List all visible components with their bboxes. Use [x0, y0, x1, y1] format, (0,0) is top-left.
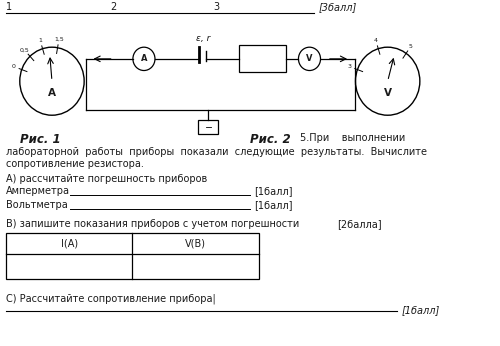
Circle shape: [133, 47, 155, 71]
Text: 1: 1: [6, 2, 12, 12]
Text: ε, r: ε, r: [196, 34, 210, 43]
Text: Рис. 2: Рис. 2: [250, 133, 290, 146]
Text: 3: 3: [213, 2, 219, 12]
Bar: [238, 45, 286, 72]
Text: 5.При    выполнении: 5.При выполнении: [300, 133, 406, 143]
Text: V(B): V(B): [185, 238, 206, 248]
Text: V: V: [306, 54, 312, 63]
Text: 4: 4: [374, 38, 378, 43]
Text: Вольтметра: Вольтметра: [6, 200, 68, 210]
Text: [1балл]: [1балл]: [254, 186, 293, 196]
Text: Амперметра: Амперметра: [6, 186, 70, 196]
Text: 3: 3: [348, 64, 352, 69]
Text: В) запишите показания приборов с учетом погрешности: В) запишите показания приборов с учетом …: [6, 219, 299, 229]
Text: сопротивление резистора.: сопротивление резистора.: [6, 159, 144, 169]
Text: [1балл]: [1балл]: [254, 200, 293, 210]
Circle shape: [298, 47, 320, 71]
Text: 2: 2: [110, 2, 116, 12]
Text: [2балла]: [2балла]: [337, 219, 382, 229]
Text: I(A): I(A): [60, 238, 78, 248]
Circle shape: [356, 47, 420, 115]
Text: лабораторной  работы  приборы  показали  следующие  результаты.  Вычислите: лабораторной работы приборы показали сле…: [6, 147, 427, 157]
Text: Рис. 1: Рис. 1: [20, 133, 60, 146]
Text: A: A: [140, 54, 147, 63]
Text: 0: 0: [12, 64, 16, 69]
Text: С) Рассчитайте сопротивление прибора|: С) Рассчитайте сопротивление прибора|: [6, 293, 216, 303]
Bar: [198, 120, 218, 134]
Text: V: V: [384, 88, 392, 98]
Text: 1,5: 1,5: [54, 37, 64, 42]
Text: A: A: [48, 88, 56, 98]
Text: 5: 5: [409, 44, 413, 49]
Text: А) рассчитайте погрешность приборов: А) рассчитайте погрешность приборов: [6, 174, 207, 183]
Text: [3балл]: [3балл]: [318, 2, 357, 12]
Bar: [6, 233, 259, 280]
Text: [1балл]: [1балл]: [402, 306, 440, 316]
Text: 1: 1: [38, 38, 42, 43]
Text: 0,5: 0,5: [20, 47, 29, 53]
Circle shape: [20, 47, 84, 115]
